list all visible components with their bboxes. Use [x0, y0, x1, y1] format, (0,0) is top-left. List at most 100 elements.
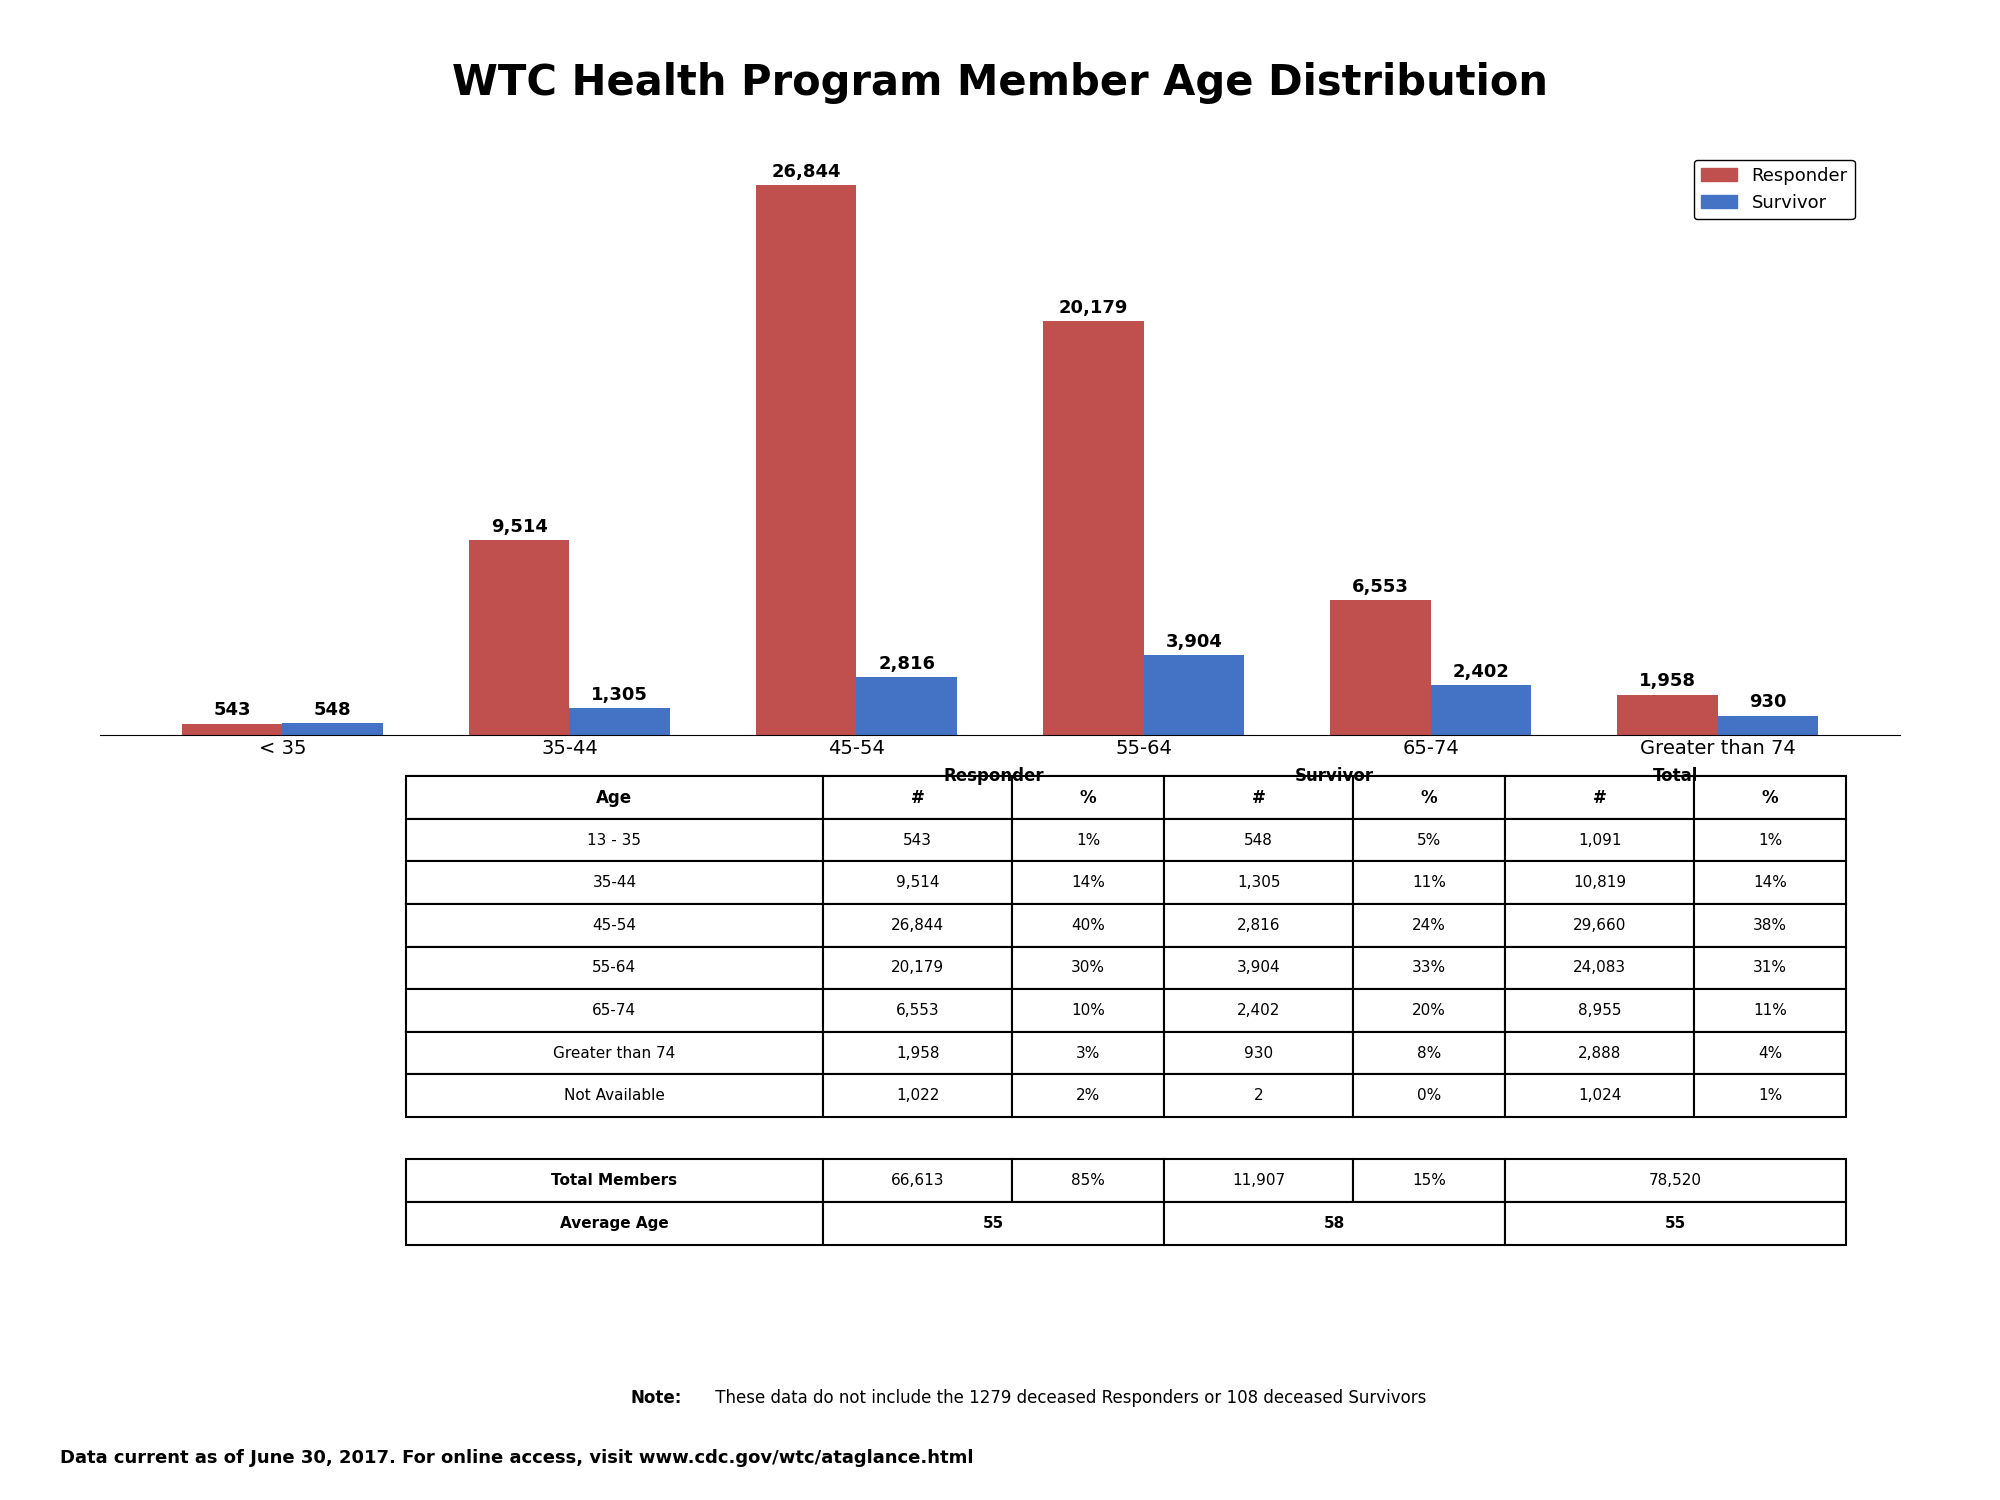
Text: 1,305: 1,305 — [592, 686, 648, 703]
Text: 26,844: 26,844 — [892, 918, 944, 933]
Text: 548: 548 — [1244, 833, 1274, 848]
FancyBboxPatch shape — [1012, 1074, 1164, 1118]
Text: 35-44: 35-44 — [592, 876, 636, 891]
FancyBboxPatch shape — [822, 988, 1012, 1032]
Text: Total: Total — [1652, 768, 1698, 786]
Text: 31%: 31% — [1754, 960, 1788, 975]
Text: Survivor: Survivor — [1294, 768, 1374, 786]
FancyBboxPatch shape — [1164, 1074, 1354, 1118]
Text: WTC Health Program Member Age Distribution: WTC Health Program Member Age Distributi… — [452, 62, 1548, 104]
FancyBboxPatch shape — [1504, 1202, 1846, 1245]
Text: 20,179: 20,179 — [1058, 298, 1128, 316]
FancyBboxPatch shape — [406, 819, 822, 861]
Text: 5%: 5% — [1418, 833, 1442, 848]
Text: 33%: 33% — [1412, 960, 1446, 975]
FancyBboxPatch shape — [1694, 946, 1846, 988]
Text: Responder: Responder — [944, 768, 1044, 786]
Text: 11%: 11% — [1754, 1004, 1788, 1019]
FancyBboxPatch shape — [1354, 904, 1504, 946]
Bar — [1144, 654, 1244, 735]
FancyBboxPatch shape — [1164, 819, 1354, 861]
Text: 78,520: 78,520 — [1648, 1173, 1702, 1188]
FancyBboxPatch shape — [1354, 861, 1504, 904]
Text: 11%: 11% — [1412, 876, 1446, 891]
FancyBboxPatch shape — [1354, 946, 1504, 988]
Text: 3,904: 3,904 — [1166, 633, 1222, 651]
Text: These data do not include the 1279 deceased Responders or 108 deceased Survivors: These data do not include the 1279 decea… — [710, 1389, 1426, 1407]
Text: 2: 2 — [1254, 1088, 1264, 1102]
Text: 24,083: 24,083 — [1574, 960, 1626, 975]
Bar — [1618, 694, 1718, 735]
Bar — [182, 723, 282, 735]
Text: 11,907: 11,907 — [1232, 1173, 1286, 1188]
Text: 548: 548 — [314, 702, 352, 720]
FancyBboxPatch shape — [822, 1160, 1012, 1202]
Legend: Responder, Survivor: Responder, Survivor — [1694, 160, 1854, 219]
Text: 9,514: 9,514 — [896, 876, 940, 891]
Text: 2,402: 2,402 — [1452, 663, 1510, 681]
FancyBboxPatch shape — [1012, 904, 1164, 946]
FancyBboxPatch shape — [1504, 1032, 1694, 1074]
Text: 2%: 2% — [1076, 1088, 1100, 1102]
Text: Average Age: Average Age — [560, 1216, 668, 1231]
Text: 930: 930 — [1244, 1046, 1274, 1060]
FancyBboxPatch shape — [1012, 946, 1164, 988]
Text: 2,816: 2,816 — [1236, 918, 1280, 933]
Bar — [756, 184, 856, 735]
Text: #: # — [1252, 789, 1266, 807]
FancyBboxPatch shape — [1694, 904, 1846, 946]
FancyBboxPatch shape — [1164, 1160, 1354, 1202]
FancyBboxPatch shape — [822, 777, 1012, 819]
Text: #: # — [910, 789, 924, 807]
Text: 6,553: 6,553 — [896, 1004, 940, 1019]
FancyBboxPatch shape — [1354, 777, 1504, 819]
FancyBboxPatch shape — [1164, 1032, 1354, 1074]
Text: 65-74: 65-74 — [592, 1004, 636, 1019]
Text: 29,660: 29,660 — [1572, 918, 1626, 933]
FancyBboxPatch shape — [1694, 988, 1846, 1032]
Text: 20,179: 20,179 — [892, 960, 944, 975]
Text: 4%: 4% — [1758, 1046, 1782, 1060]
FancyBboxPatch shape — [1164, 861, 1354, 904]
Text: 14%: 14% — [1072, 876, 1106, 891]
Text: 66,613: 66,613 — [890, 1173, 944, 1188]
Text: 55: 55 — [1664, 1216, 1686, 1231]
Text: 2,816: 2,816 — [878, 656, 936, 674]
Text: 58: 58 — [1324, 1216, 1346, 1231]
Text: 13 - 35: 13 - 35 — [588, 833, 642, 848]
FancyBboxPatch shape — [1694, 777, 1846, 819]
Text: 1%: 1% — [1076, 833, 1100, 848]
FancyBboxPatch shape — [1694, 1032, 1846, 1074]
Text: 1,958: 1,958 — [896, 1046, 940, 1060]
Text: 55-64: 55-64 — [592, 960, 636, 975]
Text: 9,514: 9,514 — [490, 518, 548, 536]
Text: 45-54: 45-54 — [592, 918, 636, 933]
FancyBboxPatch shape — [1694, 861, 1846, 904]
FancyBboxPatch shape — [1012, 1160, 1164, 1202]
FancyBboxPatch shape — [822, 1202, 1164, 1245]
FancyBboxPatch shape — [1504, 904, 1694, 946]
Bar — [468, 540, 570, 735]
Text: 930: 930 — [1750, 693, 1786, 711]
Text: 1,305: 1,305 — [1236, 876, 1280, 891]
FancyBboxPatch shape — [406, 904, 822, 946]
Bar — [570, 708, 670, 735]
FancyBboxPatch shape — [1504, 1074, 1694, 1118]
FancyBboxPatch shape — [1012, 777, 1164, 819]
Text: 55: 55 — [982, 1216, 1004, 1231]
Text: 543: 543 — [214, 702, 250, 720]
Text: 26,844: 26,844 — [772, 162, 840, 180]
FancyBboxPatch shape — [1504, 1160, 1846, 1202]
Text: 8%: 8% — [1418, 1046, 1442, 1060]
Text: 20%: 20% — [1412, 1004, 1446, 1019]
FancyBboxPatch shape — [1164, 777, 1354, 819]
FancyBboxPatch shape — [822, 904, 1012, 946]
FancyBboxPatch shape — [1354, 1160, 1504, 1202]
FancyBboxPatch shape — [822, 819, 1012, 861]
Text: 1,091: 1,091 — [1578, 833, 1622, 848]
Text: 2,402: 2,402 — [1236, 1004, 1280, 1019]
FancyBboxPatch shape — [1504, 819, 1694, 861]
Text: 10%: 10% — [1072, 1004, 1106, 1019]
FancyBboxPatch shape — [822, 861, 1012, 904]
Text: %: % — [1420, 789, 1438, 807]
